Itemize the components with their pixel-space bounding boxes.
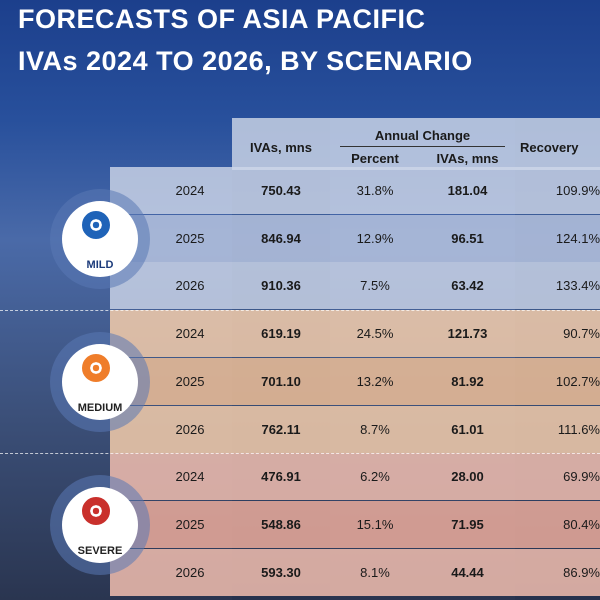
scenario-label: MILD	[86, 258, 114, 271]
table-cell: 2025	[175, 230, 205, 246]
target-icon	[82, 210, 110, 239]
table-cell: 750.43	[261, 183, 301, 198]
divider	[340, 146, 505, 147]
group-separator	[0, 310, 600, 312]
table-cell: 86.9%	[563, 564, 600, 580]
scenario-badge: SEVERE	[50, 474, 150, 575]
table-cell: 476.91	[261, 469, 301, 485]
scenario-label: MEDIUM	[77, 401, 123, 414]
table-cell: 6.2%	[360, 469, 390, 485]
table-row: 2026 762.11 8.7% 61.01 111.6%	[110, 405, 600, 453]
table-cell: 8.1%	[360, 564, 390, 580]
table-cell: 124.1%	[555, 230, 600, 246]
table-cell: 69.9%	[563, 469, 600, 485]
table-cell: 2025	[175, 516, 205, 532]
table-cell: 846.94	[261, 230, 301, 246]
table-cell: 2025	[175, 373, 205, 389]
table-cell: 2026	[175, 421, 205, 437]
header-bg	[232, 118, 600, 170]
table-cell: 619.19	[261, 326, 301, 342]
table-cell: 133.4%	[555, 278, 600, 294]
col-header: Recovery	[520, 140, 579, 155]
table-row: 2024 476.91 6.2% 28.00 69.9%	[110, 453, 600, 501]
table-row: 2024 750.43 31.8% 181.04 109.9%	[110, 167, 600, 214]
table-cell: 121.73	[447, 326, 488, 342]
table-cell: 71.95	[451, 516, 484, 532]
scenario-badge: MILD	[50, 188, 150, 289]
col-header: IVAs, mns	[436, 151, 499, 166]
table-row: 2024 619.19 24.5% 121.73 90.7%	[110, 310, 600, 358]
scenario-label: SEVERE	[77, 544, 123, 557]
col-header: Percent	[351, 151, 399, 166]
table-cell: 910.36	[261, 278, 301, 294]
table-cell: 90.7%	[563, 326, 600, 342]
table-cell: 111.6%	[557, 421, 600, 437]
scenario-badge: MEDIUM	[50, 331, 150, 432]
table-row: 2026 593.30 8.1% 44.44 86.9%	[110, 548, 600, 596]
table-cell: 44.44	[451, 564, 484, 580]
table-cell: 593.30	[261, 564, 301, 580]
table-cell: 96.51	[451, 230, 484, 246]
title-line: IVAs 2024 TO 2026, BY SCENARIO	[18, 46, 473, 76]
table-cell: 24.5%	[356, 326, 394, 342]
table-cell: 2024	[175, 469, 205, 485]
table-cell: 181.04	[447, 183, 488, 198]
table-row: 2025 846.94 12.9% 96.51 124.1%	[110, 214, 600, 262]
title-line: FORECASTS OF ASIA PACIFIC	[18, 4, 426, 34]
table-cell: 80.4%	[563, 516, 600, 532]
table-cell: 2026	[175, 278, 205, 294]
table-row: 2025 548.86 15.1% 71.95 80.4%	[110, 500, 600, 548]
table-cell: 2024	[175, 183, 205, 198]
table-row: 2025 701.10 13.2% 81.92 102.7%	[110, 357, 600, 405]
table-cell: 8.7%	[360, 421, 390, 437]
group-separator	[0, 453, 600, 455]
logo	[578, 0, 600, 22]
table-cell: 548.86	[261, 516, 301, 532]
table-cell: 63.42	[451, 278, 484, 294]
table-cell: 701.10	[261, 373, 301, 389]
target-icon	[82, 353, 110, 382]
table-cell: 15.1%	[356, 516, 394, 532]
table-cell: 102.7%	[555, 373, 600, 389]
table-cell: 109.9%	[555, 183, 600, 198]
table-cell: 762.11	[261, 421, 301, 437]
table-row: 2026 910.36 7.5% 63.42 133.4%	[110, 262, 600, 310]
table-cell: 31.8%	[356, 183, 394, 198]
col-header: Annual Change	[374, 128, 471, 143]
table-cell: 81.92	[451, 373, 484, 389]
table-cell: 2026	[175, 564, 205, 580]
col-header: IVAs, mns	[250, 140, 312, 155]
table-cell: 2024	[175, 326, 205, 342]
table-cell: 7.5%	[360, 278, 390, 294]
table-cell: 13.2%	[356, 373, 394, 389]
table-cell: 28.00	[451, 469, 484, 485]
table-cell: 61.01	[451, 421, 484, 437]
target-icon	[82, 496, 110, 525]
table-cell: 12.9%	[356, 230, 394, 246]
